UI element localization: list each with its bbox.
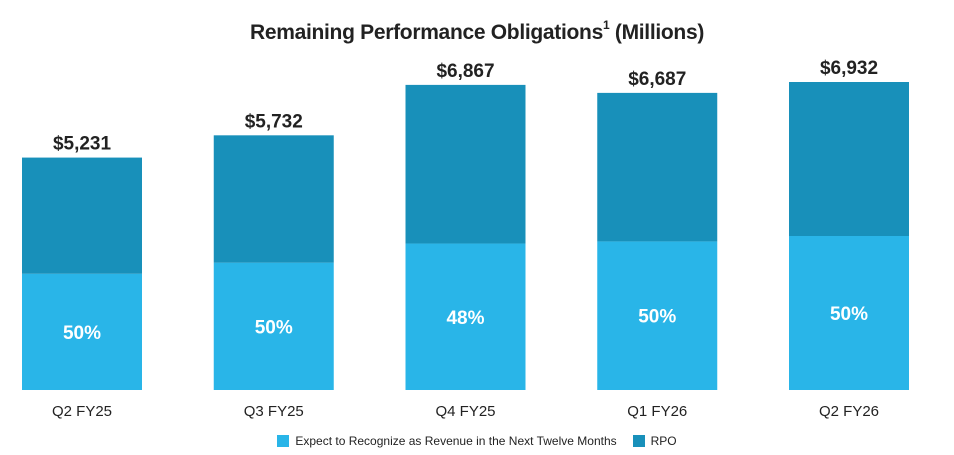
total-label: $6,687 [628,69,686,90]
legend-label-rpo: RPO [650,434,677,448]
category-label: Q2 FY26 [819,403,879,420]
legend-item-rpo: RPO [632,434,677,448]
legend-swatch-rpo [632,435,645,447]
legend: Expect to Recognize as Revenue in the Ne… [0,434,954,448]
bar-next-twelve-months [789,236,909,390]
total-label: $5,732 [245,111,303,132]
bar-rpo [213,135,334,263]
percent-label: 50% [63,323,101,344]
bar-rpo [22,157,142,274]
legend-label-next-twelve-months: Expect to Recognize as Revenue in the Ne… [295,434,617,448]
total-label: $6,932 [820,58,878,79]
bar-rpo [597,92,718,242]
legend-swatch-next-twelve-months [277,435,290,447]
total-label: $5,231 [53,134,112,155]
total-label: $6,867 [436,61,494,82]
bar-next-twelve-months [22,273,142,390]
bar-next-twelve-months [213,262,334,390]
category-label: Q2 FY25 [52,403,112,420]
category-label: Q1 FY26 [627,403,687,420]
bar-next-twelve-months [405,243,526,390]
bar-next-twelve-months [597,241,718,390]
percent-label: 50% [830,304,868,325]
percent-label: 48% [446,308,484,329]
percent-label: 50% [638,307,676,328]
chart-title: Remaining Performance Obligations1 (Mill… [249,18,705,44]
category-label: Q4 FY25 [435,403,495,420]
category-label: Q3 FY25 [244,403,304,420]
percent-label: 50% [255,317,293,338]
bar-rpo [789,82,909,236]
legend-item-next-twelve-months: Expect to Recognize as Revenue in the Ne… [277,434,617,448]
bar-rpo [405,84,526,244]
